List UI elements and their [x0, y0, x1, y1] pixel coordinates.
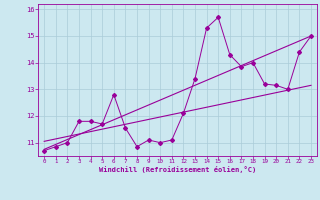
X-axis label: Windchill (Refroidissement éolien,°C): Windchill (Refroidissement éolien,°C): [99, 166, 256, 173]
